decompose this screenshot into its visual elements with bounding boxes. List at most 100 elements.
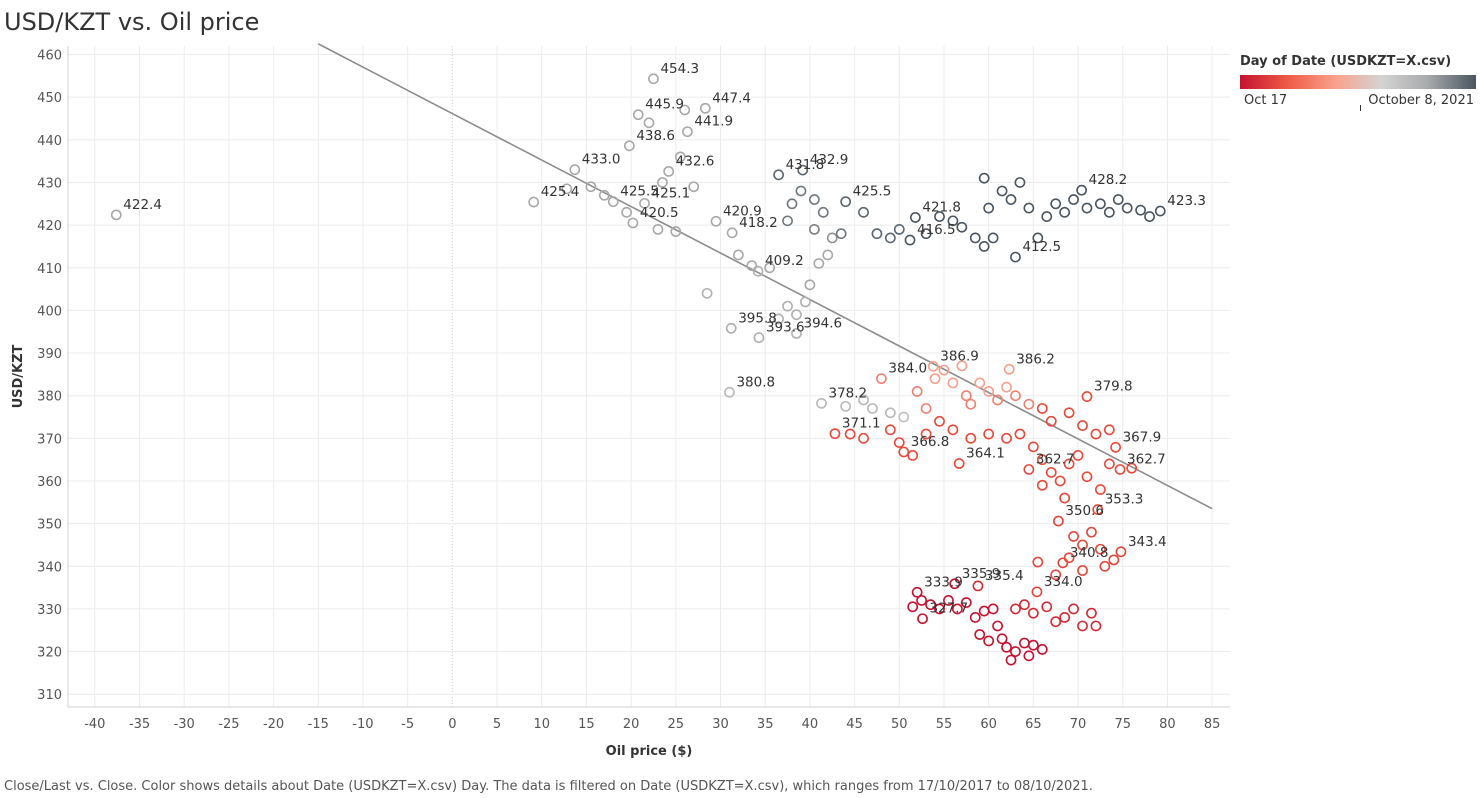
- x-tick-label: -15: [308, 717, 329, 732]
- data-point: [632, 109, 644, 121]
- data-point: [947, 377, 959, 389]
- x-tick-label: 30: [712, 717, 729, 732]
- data-point: [949, 578, 961, 590]
- data-point: [1001, 381, 1012, 393]
- data-point: [867, 403, 878, 414]
- chart-title: USD/KZT vs. Oil price: [4, 8, 260, 36]
- data-label: 431.8: [786, 157, 825, 173]
- x-tick-label: 5: [493, 717, 501, 732]
- y-tick-label: 400: [37, 304, 62, 319]
- data-point: [1014, 428, 1026, 440]
- data-point: [876, 373, 887, 385]
- data-point: [943, 594, 954, 606]
- data-point: [764, 262, 776, 274]
- data-point: [965, 398, 977, 410]
- y-tick-label: 460: [37, 49, 62, 64]
- data-point: [1063, 407, 1075, 419]
- data-point: [724, 386, 735, 398]
- data-label: 420.9: [723, 203, 762, 219]
- data-label: 386.9: [940, 348, 979, 364]
- data-point: [1001, 641, 1012, 653]
- data-label: 425.4: [541, 184, 580, 200]
- data-point: [974, 377, 986, 389]
- data-label: 395.8: [738, 310, 777, 326]
- data-label: 366.8: [911, 434, 950, 450]
- data-label: 378.2: [829, 385, 868, 401]
- data-point: [826, 232, 838, 244]
- data-point: [1086, 526, 1097, 538]
- data-point: [782, 215, 793, 227]
- legend-min-label: Oct 17: [1244, 93, 1288, 108]
- data-label: 335.9: [962, 566, 1001, 582]
- x-tick-label: -30: [174, 717, 195, 732]
- data-point: [1036, 454, 1048, 466]
- data-point: [978, 605, 990, 617]
- data-point: [643, 117, 655, 129]
- data-point: [110, 209, 122, 221]
- data-point: [996, 633, 1008, 645]
- data-label: 386.2: [1016, 351, 1055, 367]
- data-point: [938, 364, 950, 376]
- data-label: 327.7: [930, 601, 969, 617]
- x-tick-label: 85: [1204, 717, 1221, 732]
- data-point: [800, 296, 811, 308]
- data-point: [808, 223, 820, 235]
- data-point: [1081, 391, 1093, 402]
- data-point: [983, 202, 995, 214]
- data-point: [1077, 565, 1088, 576]
- data-point: [1059, 492, 1071, 504]
- data-point: [791, 309, 802, 321]
- data-label: 425.5: [853, 184, 892, 200]
- data-point: [795, 185, 807, 197]
- data-point: [1077, 539, 1088, 551]
- x-tick-label: 40: [802, 717, 819, 732]
- data-point: [701, 287, 713, 299]
- data-point: [1014, 177, 1026, 188]
- data-point: [907, 449, 919, 461]
- data-point: [813, 258, 825, 269]
- data-point: [871, 228, 883, 240]
- data-point: [1027, 607, 1039, 619]
- y-tick-label: 410: [37, 262, 62, 277]
- data-label: 362.7: [1127, 451, 1166, 467]
- data-point: [816, 397, 827, 409]
- data-point: [835, 228, 847, 240]
- data-point: [1010, 603, 1021, 615]
- y-tick-label: 320: [37, 646, 62, 661]
- data-point: [817, 206, 829, 218]
- data-point: [1036, 479, 1048, 491]
- data-label: 362.7: [1036, 451, 1075, 467]
- data-point: [1003, 363, 1015, 375]
- data-point: [682, 126, 693, 138]
- data-point: [1005, 654, 1017, 666]
- data-point: [808, 194, 820, 205]
- data-point: [987, 232, 999, 244]
- data-point: [1050, 569, 1062, 581]
- data-point: [1121, 202, 1133, 214]
- data-point: [1010, 646, 1021, 657]
- data-point: [1110, 441, 1121, 453]
- data-label: 433.0: [582, 152, 621, 168]
- data-point: [1063, 552, 1075, 564]
- data-point: [858, 394, 869, 406]
- data-point: [920, 403, 932, 414]
- data-point: [1027, 639, 1039, 651]
- data-point: [699, 102, 711, 114]
- data-label: 371.1: [842, 416, 881, 432]
- y-axis-title: USD/KZT: [11, 344, 26, 408]
- data-point: [916, 594, 928, 606]
- chart-caption: Close/Last vs. Close. Color shows detail…: [4, 779, 1093, 794]
- data-point: [1114, 464, 1126, 475]
- data-point: [585, 181, 597, 193]
- data-point: [1023, 650, 1035, 662]
- data-point: [1090, 428, 1102, 440]
- data-point: [732, 249, 744, 261]
- x-tick-label: 75: [1114, 717, 1131, 732]
- x-tick-label: 50: [891, 717, 908, 732]
- data-label: 423.3: [1167, 193, 1206, 209]
- data-label: 409.2: [765, 253, 804, 269]
- data-point: [947, 424, 959, 436]
- data-point: [1092, 504, 1104, 515]
- y-tick-label: 450: [37, 91, 62, 106]
- data-point: [925, 599, 936, 611]
